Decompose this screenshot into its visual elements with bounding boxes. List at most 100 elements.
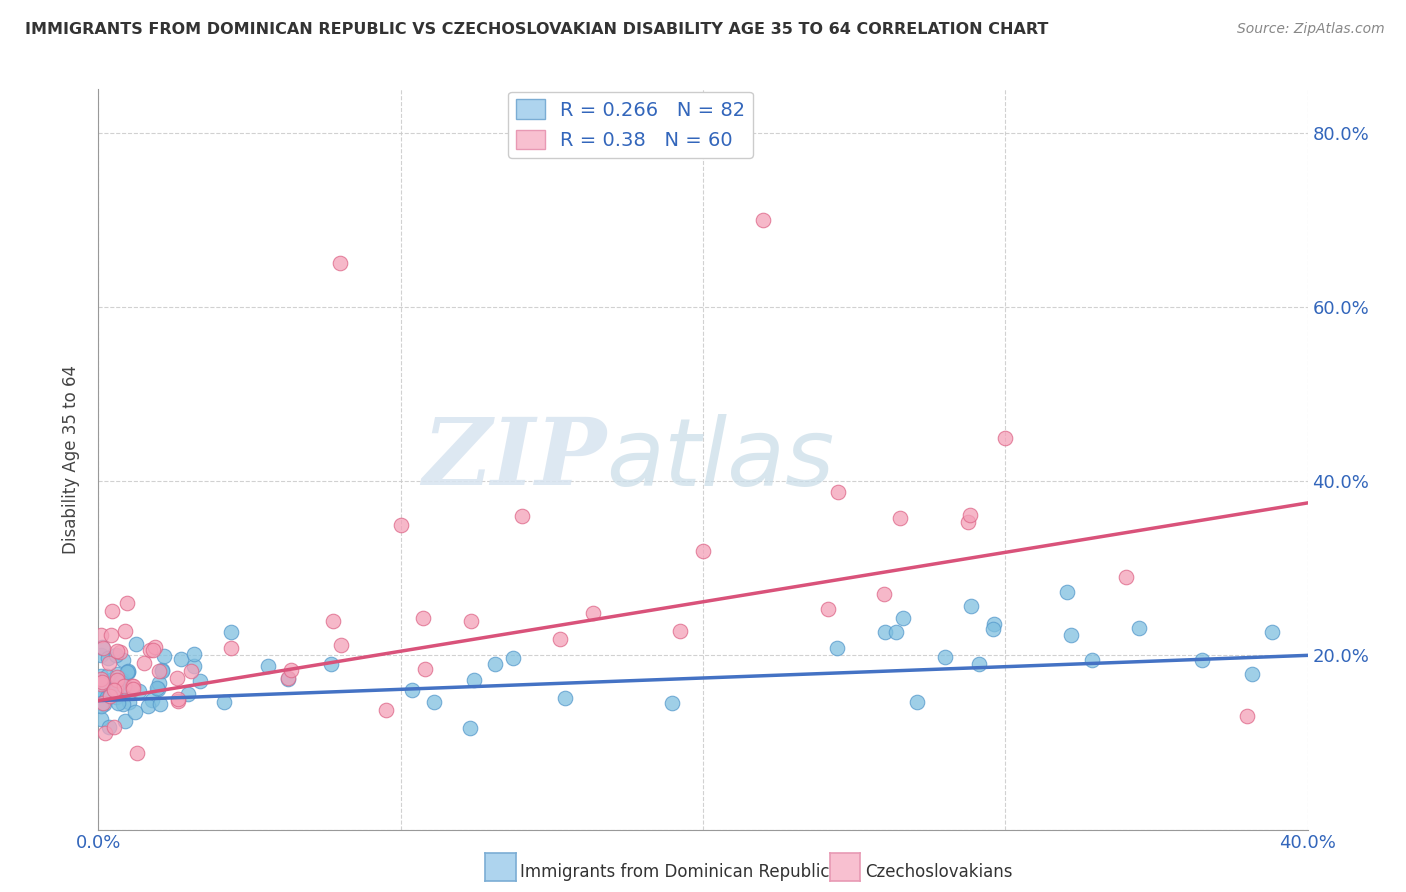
Point <box>170 652 193 666</box>
Point <box>104 648 127 663</box>
Point <box>139 642 162 657</box>
Point <box>167 692 190 706</box>
Point <box>1115 570 1137 584</box>
Text: ZIP: ZIP <box>422 415 606 504</box>
Text: Immigrants from Dominican Republic: Immigrants from Dominican Republic <box>520 863 830 881</box>
Point <box>319 657 342 671</box>
Point <box>752 212 775 227</box>
Point <box>114 678 136 692</box>
Point <box>118 695 141 709</box>
Point <box>103 720 125 734</box>
Point <box>957 515 980 529</box>
Point <box>994 431 1017 445</box>
Point <box>934 649 956 664</box>
Point <box>463 673 485 687</box>
Point <box>1241 667 1264 681</box>
Point <box>219 624 242 639</box>
Point <box>891 611 914 625</box>
Point <box>110 674 132 689</box>
Point <box>96 690 118 704</box>
Point <box>121 681 143 696</box>
Point <box>256 658 278 673</box>
Point <box>90 648 112 663</box>
Point <box>97 650 120 665</box>
Point <box>90 669 112 683</box>
Point <box>150 664 173 678</box>
Point <box>125 637 148 651</box>
Point <box>96 690 118 705</box>
Point <box>100 689 122 703</box>
Point <box>212 695 235 709</box>
Point <box>322 615 344 629</box>
Point <box>149 698 172 712</box>
Point <box>959 508 981 523</box>
Point <box>280 664 302 678</box>
Point <box>502 650 524 665</box>
Point <box>107 696 129 710</box>
Point <box>90 678 112 692</box>
Point <box>91 640 114 654</box>
Point <box>90 672 112 686</box>
Point <box>108 645 131 659</box>
Point <box>460 614 482 628</box>
Point <box>1080 653 1102 667</box>
Point <box>114 714 136 728</box>
Point <box>661 696 683 710</box>
Point <box>91 674 114 689</box>
Point <box>180 665 202 679</box>
Point <box>104 690 127 704</box>
Point <box>124 706 146 720</box>
Point <box>90 696 112 710</box>
Point <box>152 648 174 663</box>
Text: Source: ZipAtlas.com: Source: ZipAtlas.com <box>1237 22 1385 37</box>
Point <box>103 683 125 698</box>
Point <box>548 632 571 646</box>
Point <box>100 628 122 642</box>
Point <box>101 604 124 618</box>
Point <box>127 747 149 761</box>
Text: IMMIGRANTS FROM DOMINICAN REPUBLIC VS CZECHOSLOVAKIAN DISABILITY AGE 35 TO 64 CO: IMMIGRANTS FROM DOMINICAN REPUBLIC VS CZ… <box>25 22 1049 37</box>
Point <box>873 587 896 601</box>
Point <box>104 682 127 697</box>
Point <box>105 667 128 681</box>
Point <box>112 679 135 693</box>
Point <box>183 659 205 673</box>
Point <box>100 675 122 690</box>
Point <box>128 684 150 698</box>
Point <box>188 674 211 689</box>
Point <box>105 670 128 684</box>
Point <box>484 657 506 671</box>
Point <box>93 640 115 655</box>
Point <box>143 640 166 655</box>
Point <box>582 607 605 621</box>
Point <box>277 672 299 686</box>
Point <box>960 599 983 614</box>
Point <box>105 644 128 658</box>
Point <box>91 685 114 699</box>
Point <box>115 683 138 698</box>
Point <box>510 508 533 523</box>
Point <box>96 669 118 683</box>
Point <box>1260 625 1282 640</box>
Point <box>111 673 134 688</box>
Point <box>148 665 170 679</box>
Point <box>827 484 849 499</box>
Point <box>93 696 115 710</box>
Point <box>121 679 143 693</box>
Text: atlas: atlas <box>606 414 835 505</box>
Point <box>141 693 163 707</box>
Point <box>554 691 576 706</box>
Point <box>94 726 117 740</box>
Point <box>967 657 990 671</box>
Point <box>91 686 114 700</box>
Point <box>277 672 299 686</box>
Point <box>183 647 205 661</box>
Point <box>114 624 136 638</box>
Point <box>93 698 115 712</box>
Point <box>329 256 352 270</box>
Point <box>1191 653 1213 667</box>
Point <box>692 544 714 558</box>
Text: Czechoslovakians: Czechoslovakians <box>865 863 1012 881</box>
Point <box>458 721 481 735</box>
Point <box>875 625 897 640</box>
